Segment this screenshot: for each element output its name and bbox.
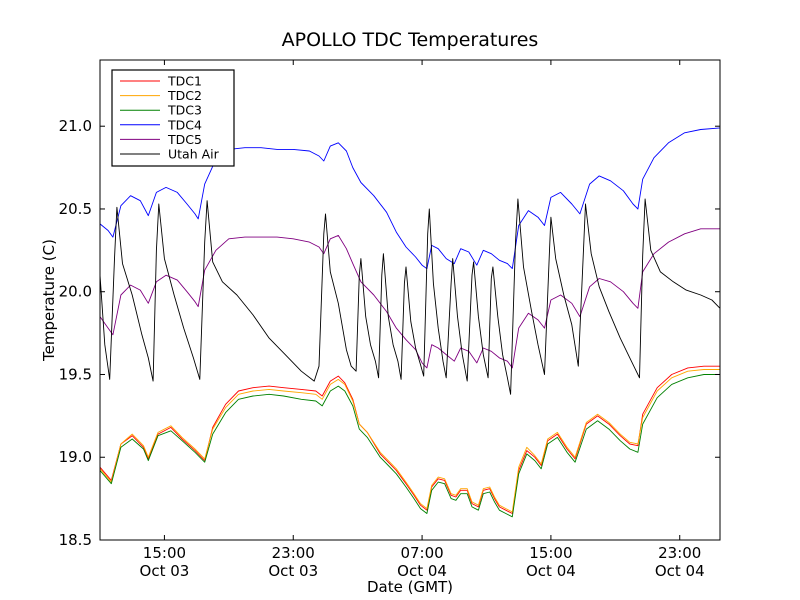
x-tick-date-label: Oct 04 (397, 562, 447, 580)
chart-title: APOLLO TDC Temperatures (282, 29, 539, 51)
legend-label-tdc2: TDC2 (167, 88, 202, 103)
series-line-tdc1 (99, 365, 720, 514)
x-tick-date-label: Oct 03 (140, 562, 190, 580)
x-tick-date-label: Oct 04 (655, 562, 705, 580)
x-tick-time-label: 15:00 (143, 544, 186, 562)
series-line-tdc3 (99, 374, 720, 518)
x-tick-time-label: 07:00 (400, 544, 443, 562)
series-layer (99, 127, 721, 518)
legend-box (111, 69, 235, 167)
y-tick-label: 19.5 (59, 365, 92, 383)
x-tick-date-label: Oct 04 (526, 562, 576, 580)
y-tick-label: 19.0 (59, 448, 92, 466)
series-line-tdc5 (99, 228, 720, 369)
legend-label-tdc1: TDC1 (167, 74, 202, 89)
legend-label-tdc4: TDC4 (167, 117, 202, 132)
series-line-utah-air (99, 198, 721, 395)
x-tick-time-label: 23:00 (658, 544, 701, 562)
series-line-tdc4 (99, 127, 721, 270)
y-axis-label: Temperature (C) (40, 239, 58, 362)
legend-label-tdc5: TDC5 (167, 132, 202, 147)
x-tick-date-label: Oct 03 (268, 562, 318, 580)
y-tick-label: 18.5 (59, 531, 92, 549)
series-line-tdc2 (99, 369, 720, 513)
x-axis-label: Date (GMT) (367, 578, 453, 596)
legend-label-utah-air: Utah Air (168, 147, 220, 162)
y-tick-label: 20.5 (59, 200, 92, 218)
x-tick-time-label: 15:00 (529, 544, 572, 562)
y-tick-label: 20.0 (59, 283, 92, 301)
x-tick-time-label: 23:00 (272, 544, 315, 562)
legend-label-tdc3: TDC3 (167, 103, 202, 118)
plot-frame (99, 59, 721, 541)
y-tick-label: 21.0 (59, 117, 92, 135)
